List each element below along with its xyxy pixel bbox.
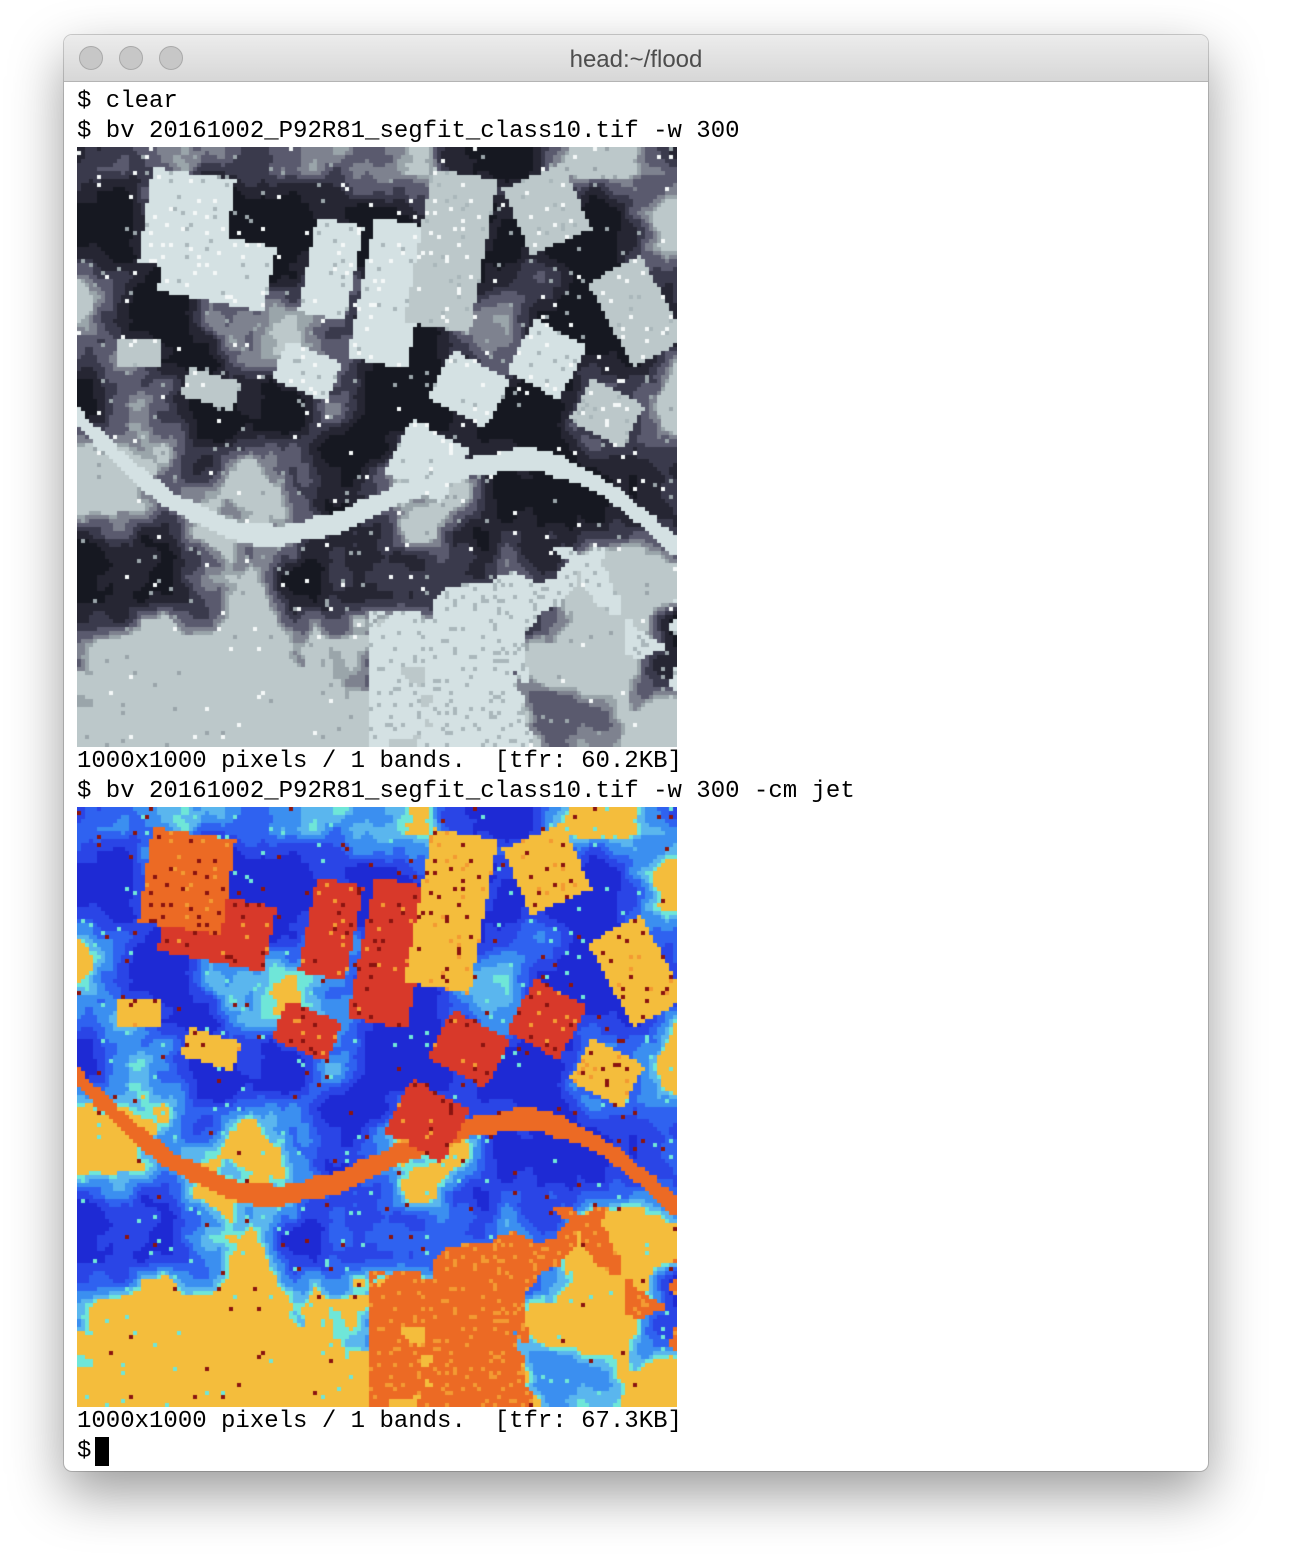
prompt-line[interactable]: $ [77,1437,1198,1467]
window-title: head:~/flood [569,46,703,73]
image-info-gray: 1000x1000 pixels / 1 bands. [tfr: 60.2KB… [77,748,682,775]
terminal-window: head:~/flood $ clear $ bv 20161002_P92R8… [64,35,1208,1471]
minimize-window-button[interactable] [119,46,143,70]
terminal-content[interactable]: $ clear $ bv 20161002_P92R81_segfit_clas… [77,87,1198,1466]
image-info-jet: 1000x1000 pixels / 1 bands. [tfr: 67.3KB… [77,1408,682,1435]
command-line-clear: $ clear [77,88,178,115]
zoom-window-button[interactable] [159,46,183,70]
command-line-bv-gray: $ bv 20161002_P92R81_segfit_class10.tif … [77,118,740,145]
title-bar[interactable]: head:~/flood [64,35,1208,82]
command-line-bv-jet: $ bv 20161002_P92R81_segfit_class10.tif … [77,778,855,805]
close-window-button[interactable] [79,46,103,70]
prompt-symbol: $ [77,1438,92,1465]
raster-image-gray [77,147,677,747]
text-cursor [95,1437,110,1466]
raster-image-jet [77,807,677,1407]
